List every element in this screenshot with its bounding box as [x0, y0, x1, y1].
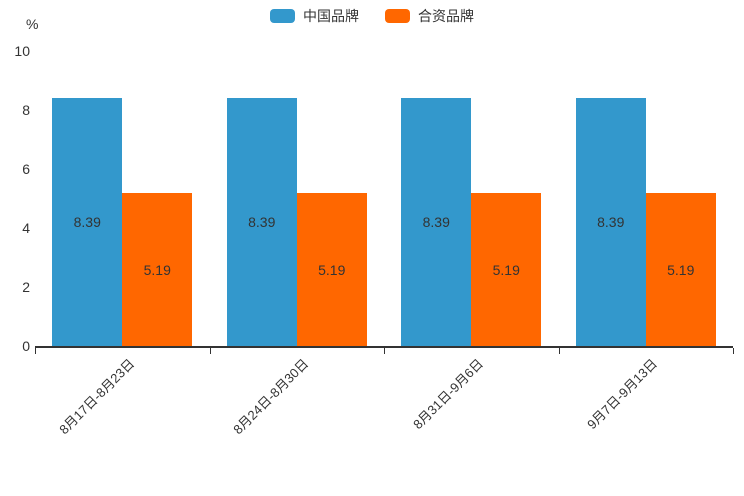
bar-value-label: 8.39 [73, 214, 101, 230]
bar-series2-group3[interactable] [471, 193, 542, 346]
bar-series1-group2[interactable] [226, 98, 297, 346]
bar-series2-group4[interactable] [645, 193, 716, 346]
bar-value-label: 5.19 [318, 261, 346, 278]
legend-marker-icon [385, 9, 410, 23]
x-axis-tick-mark [558, 348, 560, 354]
y-axis-tick-label: 0 [22, 338, 30, 354]
x-axis-line [35, 346, 733, 348]
bar-value-label: 5.19 [667, 261, 695, 278]
legend-label: 合资品牌 [418, 8, 474, 24]
bar-series1-group4[interactable] [575, 98, 646, 346]
bar-value-label: 5.19 [143, 261, 171, 278]
x-axis-tick-mark [733, 348, 734, 354]
y-axis-tick-label: 6 [22, 161, 30, 177]
y-axis-tick-label: 2 [22, 279, 30, 295]
bar-series1-group1[interactable] [52, 98, 123, 346]
y-axis-tick-label: 8 [22, 102, 30, 118]
bar-series2-group2[interactable] [296, 193, 367, 346]
x-axis-tick-mark [209, 348, 211, 354]
bar-value-label: 8.39 [597, 214, 625, 230]
y-axis-unit-label: % [26, 16, 39, 32]
legend-item-series-2[interactable]: 合资品牌 [385, 8, 474, 24]
x-axis-category-label: 8月24日-8月30日 [230, 356, 312, 438]
bar-value-label: 8.39 [248, 214, 276, 230]
y-axis-tick-label: 10 [14, 43, 30, 59]
x-axis-tick-mark [35, 348, 36, 354]
legend-marker-icon [270, 9, 295, 23]
y-axis-tick-label: 4 [22, 220, 30, 236]
x-axis-tick-mark [384, 348, 385, 354]
bar-series2-group1[interactable] [122, 193, 193, 346]
x-axis-category-label: 8月17日-8月23日 [55, 356, 137, 438]
x-axis-category-label: 9月7日-9月13日 [584, 356, 661, 433]
x-axis-category-label: 8月31日-9月6日 [409, 356, 486, 433]
bar-value-label: 8.39 [422, 214, 450, 230]
bar-value-label: 5.19 [492, 261, 520, 278]
bar-series1-group3[interactable] [401, 98, 472, 346]
legend-label: 中国品牌 [303, 8, 359, 24]
chart-legend: 中国品牌 合资品牌 [270, 8, 474, 24]
legend-item-series-1[interactable]: 中国品牌 [270, 8, 359, 24]
